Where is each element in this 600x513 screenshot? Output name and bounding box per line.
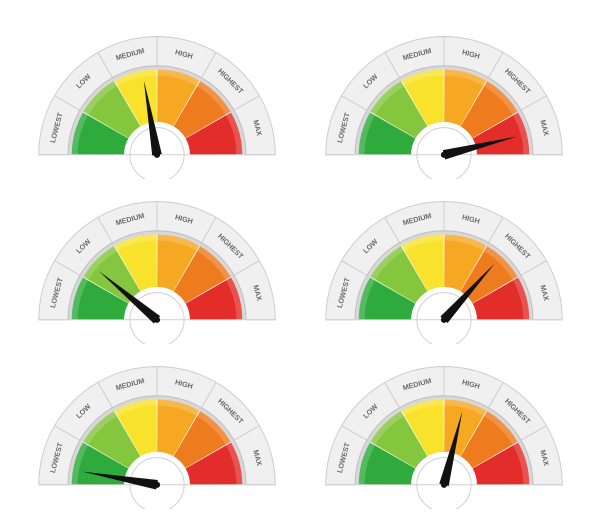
gauge-grid: LOWESTLOWMEDIUMHIGHHIGHESTMAX LOWESTLOWM… — [0, 0, 600, 513]
gauge-cell-4: LOWESTLOWMEDIUMHIGHHIGHESTMAX — [18, 354, 295, 509]
gauge-cell-1: LOWESTLOWMEDIUMHIGHHIGHESTMAX — [305, 24, 582, 179]
gauge-0: LOWESTLOWMEDIUMHIGHHIGHESTMAX — [31, 24, 283, 179]
gauge-cell-3: LOWESTLOWMEDIUMHIGHHIGHESTMAX — [305, 189, 582, 344]
gauge-cell-2: LOWESTLOWMEDIUMHIGHHIGHESTMAX — [18, 189, 295, 344]
gauge-5: LOWESTLOWMEDIUMHIGHHIGHESTMAX — [318, 354, 570, 509]
gauge-1: LOWESTLOWMEDIUMHIGHHIGHESTMAX — [318, 24, 570, 179]
gauge-2: LOWESTLOWMEDIUMHIGHHIGHESTMAX — [31, 189, 283, 344]
gauge-cell-5: LOWESTLOWMEDIUMHIGHHIGHESTMAX — [305, 354, 582, 509]
gauge-cell-0: LOWESTLOWMEDIUMHIGHHIGHESTMAX — [18, 24, 295, 179]
gauge-4: LOWESTLOWMEDIUMHIGHHIGHESTMAX — [31, 354, 283, 509]
gauge-3: LOWESTLOWMEDIUMHIGHHIGHESTMAX — [318, 189, 570, 344]
